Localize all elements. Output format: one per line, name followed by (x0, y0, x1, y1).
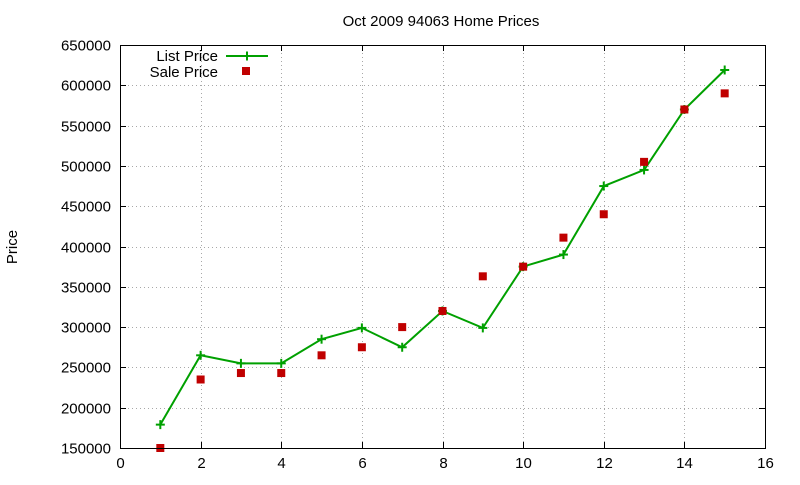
list-price-point (196, 350, 206, 360)
sale-price-point (277, 369, 286, 378)
grid-layer (120, 45, 765, 448)
tick-layer: 0 2 4 6 8 10 12 14 16 150000 200000 250000 300000 350… (61, 38, 774, 473)
sale-price-point (720, 89, 729, 98)
legend-label-sale-price: Sale Price (150, 64, 218, 81)
list-price-point (599, 181, 609, 191)
sale-price-point (559, 233, 568, 242)
sale-price-point (599, 210, 608, 219)
y-tick-label: 250000 (61, 360, 111, 377)
list-price-point (236, 358, 246, 368)
label-layer: Oct 2009 94063 Home Prices Price (4, 13, 539, 264)
sale-price-point (478, 272, 487, 281)
list-price-point (276, 358, 286, 368)
sale-price-point (236, 369, 245, 378)
sale-price-point (357, 343, 366, 352)
legend-swatch-sale-price (242, 67, 250, 75)
y-tick-label: 450000 (61, 199, 111, 216)
legend-label-list-price: List Price (156, 48, 218, 65)
sale-price-point (640, 157, 649, 166)
plot-frame (120, 45, 766, 449)
x-tick-label: 6 (358, 455, 366, 472)
x-tick-label: 16 (757, 455, 774, 472)
x-tick-label: 0 (116, 455, 124, 472)
sale-price-point (519, 262, 528, 271)
legend-marker-list-price (242, 51, 252, 61)
list-price-point (639, 165, 649, 175)
y-axis-label: Price (4, 230, 21, 264)
x-tick-label: 4 (277, 455, 285, 472)
y-tick-label: 400000 (61, 240, 111, 257)
x-tick-label: 12 (596, 455, 613, 472)
x-tick-label: 8 (439, 455, 447, 472)
sale-price-point (317, 351, 326, 360)
sale-price-point (398, 323, 407, 332)
y-tick-label: 200000 (61, 401, 111, 418)
chart-title: Oct 2009 94063 Home Prices (343, 13, 540, 30)
legend: List Price Sale Price (150, 48, 268, 81)
y-tick-label: 500000 (61, 159, 111, 176)
x-tick-label: 14 (676, 455, 693, 472)
sale-price-point (680, 105, 689, 114)
sale-price-point (196, 375, 205, 384)
list-price-point (558, 250, 568, 260)
list-price-point (720, 65, 730, 75)
y-tick-label: 650000 (61, 38, 111, 55)
x-tick-label: 10 (515, 455, 532, 472)
y-tick-label: 350000 (61, 280, 111, 297)
list-price-point (357, 323, 367, 333)
series-layer (155, 65, 730, 452)
y-tick-label: 300000 (61, 320, 111, 337)
list-price-point (317, 334, 327, 344)
list-price-point (478, 323, 488, 333)
list-price-point (155, 420, 165, 430)
x-tick-label: 2 (197, 455, 205, 472)
y-tick-label: 600000 (61, 78, 111, 95)
y-tick-label: 550000 (61, 119, 111, 136)
legend-swatches (226, 51, 268, 75)
sale-price-point (438, 306, 447, 315)
y-tick-label: 150000 (61, 441, 111, 458)
list-price-point (397, 342, 407, 352)
